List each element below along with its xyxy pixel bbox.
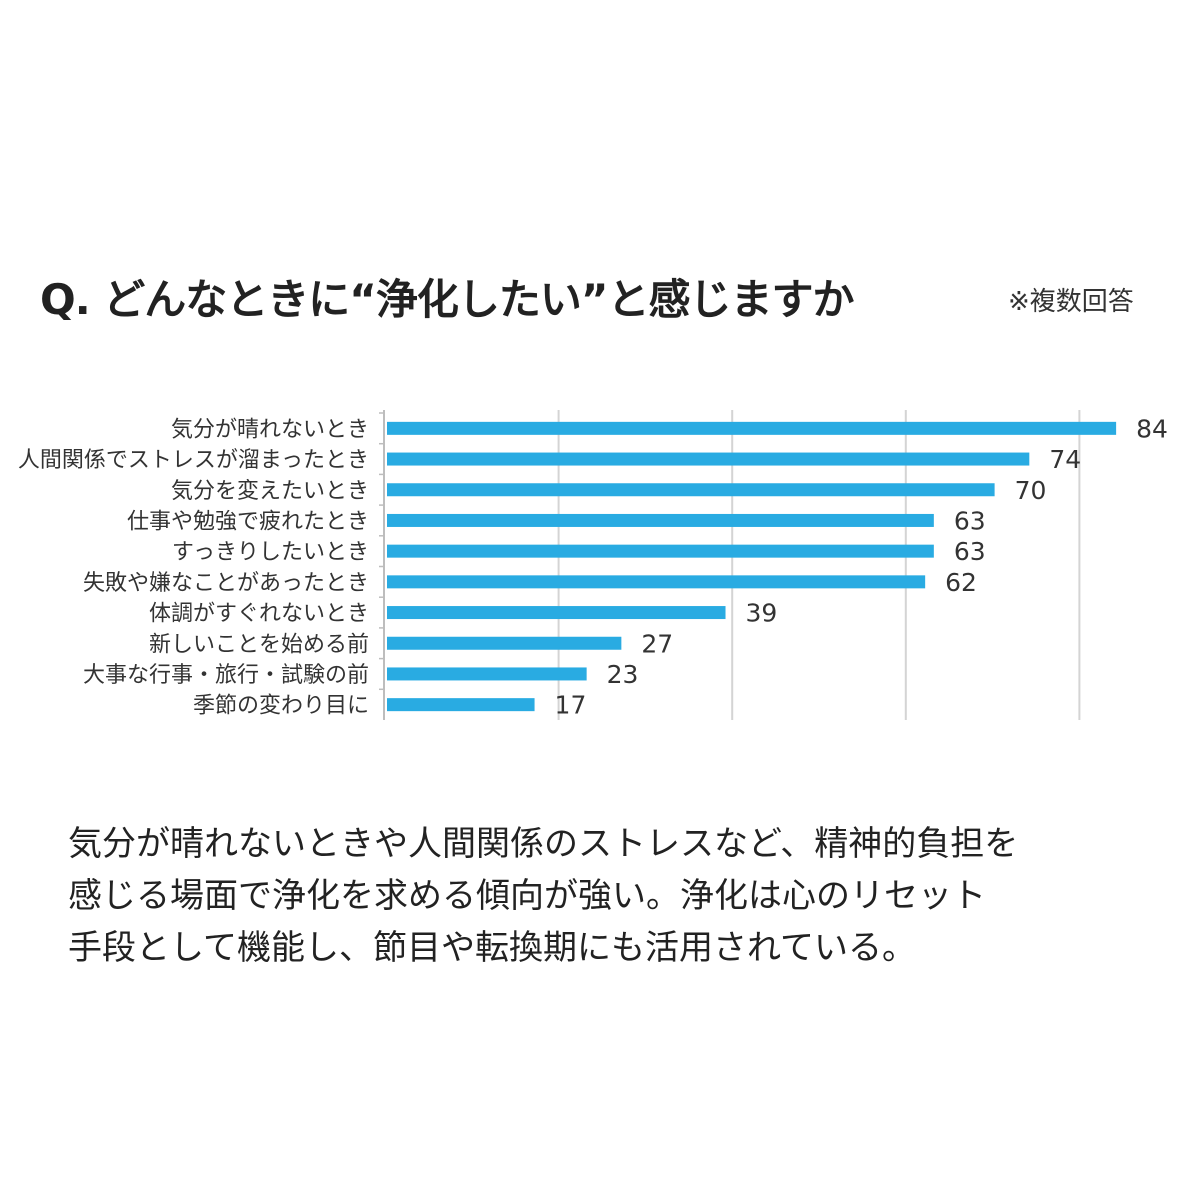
chart-title: Q. どんなときに“浄化したい”と感じますか	[40, 275, 855, 324]
category-label: 失敗や嫌なことがあったとき	[83, 571, 369, 596]
bar	[387, 606, 726, 620]
bar	[387, 513, 934, 527]
bar	[387, 575, 926, 589]
bar	[387, 667, 587, 681]
value-label: 63	[954, 506, 986, 535]
category-label: 人間関係でストレスが溜まったとき	[18, 448, 369, 473]
value-label: 84	[1136, 414, 1168, 443]
category-labels: 気分が晴れないとき人間関係でストレスが溜まったとき気分を変えたいとき仕事や勉強で…	[18, 417, 369, 718]
value-label: 23	[607, 660, 639, 689]
value-label: 63	[954, 537, 986, 566]
bar-chart: 気分が晴れないとき人間関係でストレスが溜まったとき気分を変えたいとき仕事や勉強で…	[18, 410, 1168, 720]
bar	[387, 544, 934, 558]
summary-line-2: 感じる場面で浄化を求める傾向が強い。浄化は心のリセット	[68, 876, 986, 916]
category-label: 新しいことを始める前	[149, 632, 369, 657]
category-label: 大事な行事・旅行・試験の前	[83, 663, 369, 688]
summary-line-1: 気分が晴れないときや人間関係のストレスなど、精神的負担を	[68, 824, 1019, 864]
value-label: 17	[555, 691, 587, 720]
value-label: 74	[1049, 445, 1081, 474]
bar	[387, 698, 535, 712]
value-label: 39	[746, 599, 778, 628]
value-label: 70	[1015, 476, 1047, 505]
category-label: 気分を変えたいとき	[171, 479, 369, 504]
category-label: 体調がすぐれないとき	[149, 602, 369, 627]
bar	[387, 452, 1030, 466]
summary-text: 気分が晴れないときや人間関係のストレスなど、精神的負担を 感じる場面で浄化を求め…	[68, 818, 1168, 974]
category-label: 気分が晴れないとき	[171, 417, 369, 442]
category-axis	[379, 410, 385, 720]
multiple-answer-note: ※複数回答	[1008, 287, 1134, 317]
value-label: 62	[945, 568, 977, 597]
category-label: 仕事や勉強で疲れたとき	[127, 509, 369, 534]
category-label: 季節の変わり目に	[193, 694, 369, 719]
bar	[387, 636, 622, 650]
bars	[387, 421, 1117, 712]
bar	[387, 483, 995, 497]
summary-line-3: 手段として機能し、節目や転換期にも活用されている。	[68, 928, 916, 968]
value-label: 27	[641, 629, 673, 658]
category-label: すっきりしたいとき	[172, 540, 369, 565]
bar	[387, 421, 1117, 435]
